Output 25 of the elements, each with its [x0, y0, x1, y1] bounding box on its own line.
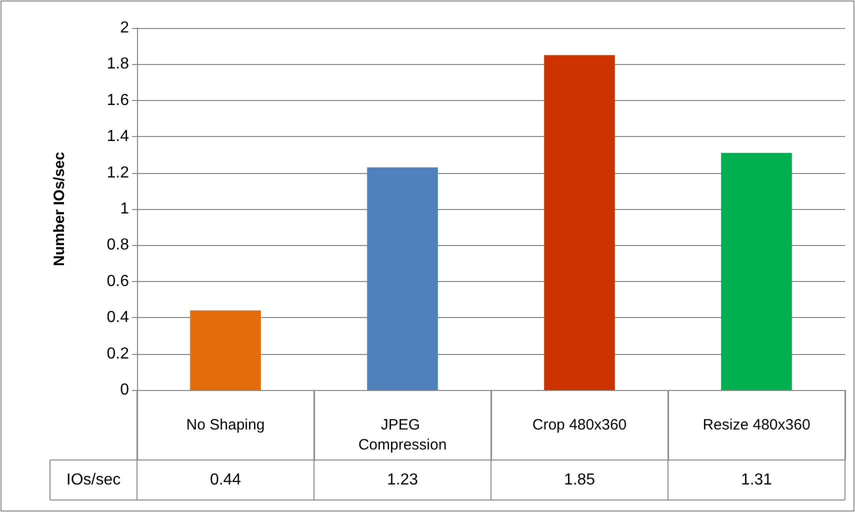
x-tick-label: Crop 480x360 — [532, 416, 627, 434]
bar — [367, 167, 438, 390]
x-tick-label: JPEG Compression — [358, 416, 447, 454]
data-label: 1.31 — [740, 472, 772, 488]
data-label: 1.85 — [564, 472, 596, 488]
y-tick-label: 1.4 — [106, 128, 130, 146]
bar — [721, 152, 792, 390]
y-tick-label: 0.6 — [106, 272, 130, 290]
x-tick-label: No Shaping — [186, 416, 265, 434]
y-tick-label: 1.6 — [106, 92, 130, 109]
y-tick-label: 0 — [120, 382, 130, 398]
bar — [190, 310, 261, 390]
y-tick-label: 1.8 — [106, 56, 130, 73]
bar — [544, 55, 615, 390]
data-label: 1.23 — [386, 472, 418, 488]
y-tick-label: 0.2 — [106, 345, 130, 362]
y-tick-label: 0.8 — [106, 236, 130, 254]
y-tick-label: 1.2 — [106, 164, 130, 182]
data-label: 0.44 — [210, 472, 242, 488]
y-tick-label: 1 — [120, 200, 130, 218]
x-tick-label: Resize 480x360 — [702, 416, 810, 434]
y-tick-label: 0.4 — [106, 309, 130, 326]
y-axis-title: Number IOs/sec — [51, 152, 68, 266]
y-tick-label: 2 — [120, 20, 130, 36]
text: IOs/sec — [66, 472, 121, 488]
